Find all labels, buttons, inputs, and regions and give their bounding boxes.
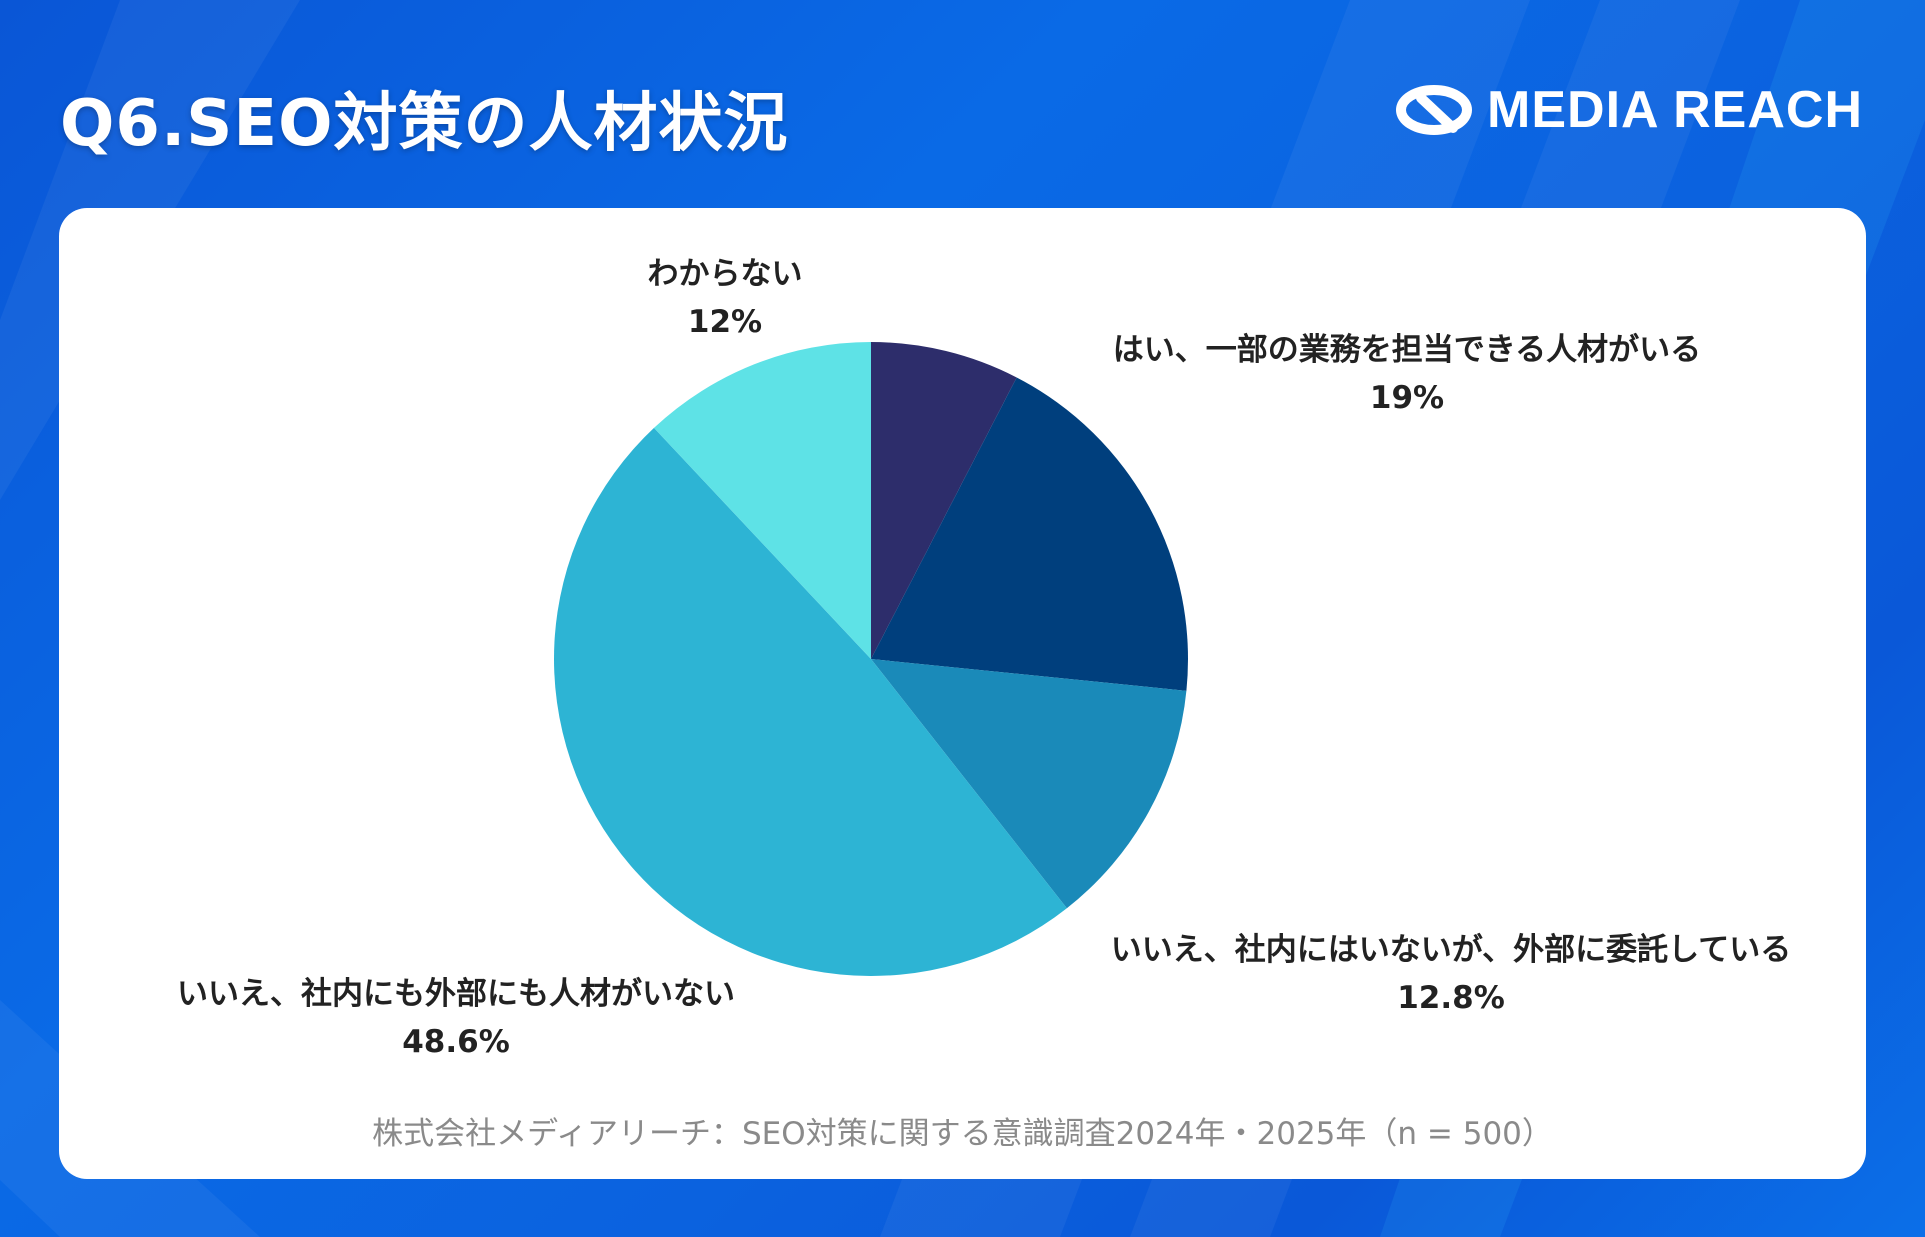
- page-title: Q6.SEO対策の人材状況: [60, 87, 789, 161]
- pie-chart: [553, 342, 1188, 977]
- slice-label-text: わからない: [647, 256, 803, 292]
- brand-logo: MEDIA REACH: [1395, 80, 1863, 140]
- slice-label-iie-gaibu: いいえ、社内にはいないが、外部に委託している 12.8%: [1111, 926, 1791, 1022]
- pie-slice-2: [871, 659, 1187, 909]
- pie-slice-4: [653, 342, 871, 659]
- slice-label-text: いいえ、社内にも外部にも人材がいない: [177, 976, 735, 1012]
- slice-label-iie-nashi: いいえ、社内にも外部にも人材がいない 48.6%: [177, 970, 735, 1066]
- slice-label-hai: はい、一部の業務を担当できる人材がいる 19%: [1113, 326, 1701, 422]
- chart-card: わからない 12% はい、一部の業務を担当できる人材がいる 19% いいえ、社内…: [59, 208, 1866, 1179]
- slice-label-text: いいえ、社内にはいないが、外部に委託している: [1110, 932, 1792, 968]
- slice-label-text: はい、一部の業務を担当できる人材がいる: [1112, 332, 1702, 368]
- logo-text: MEDIA REACH: [1487, 81, 1863, 139]
- pie-slice-1: [871, 377, 1188, 691]
- slice-label-value: 48.6%: [402, 1024, 510, 1060]
- pie-slice-0: [871, 342, 1017, 659]
- pie-slice-3: [553, 427, 1067, 977]
- media-reach-logo-icon: [1396, 85, 1473, 135]
- slice-label-value: 12%: [687, 304, 763, 340]
- source-note: 株式会社メディアリーチ：SEO対策に関する意識調査2024年・2025年（n =…: [372, 1116, 1553, 1152]
- slice-label-value: 12.8%: [1397, 980, 1505, 1016]
- slice-label-wakaranai: わからない 12%: [648, 250, 803, 346]
- slice-label-value: 19%: [1369, 380, 1445, 416]
